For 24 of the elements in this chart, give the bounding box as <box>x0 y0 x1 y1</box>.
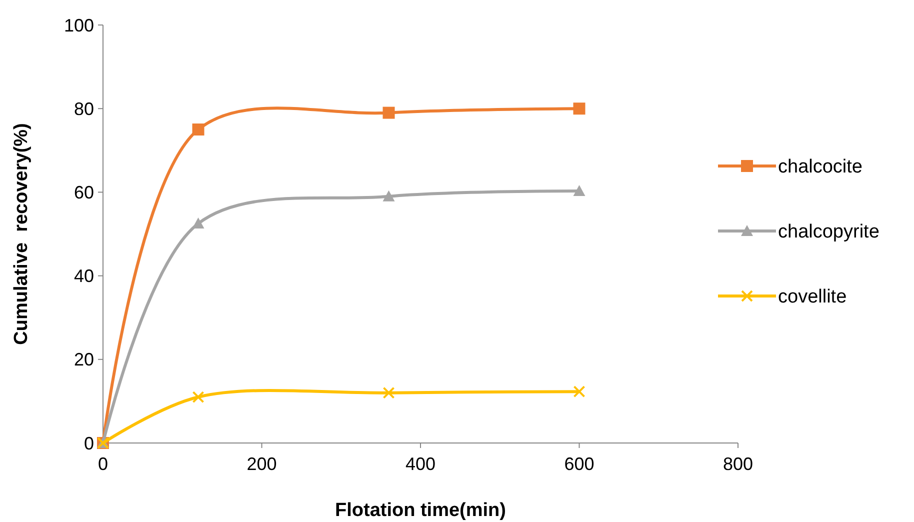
y-tick-label: 20 <box>74 350 94 370</box>
x-tick-label: 200 <box>246 454 277 474</box>
point <box>573 386 586 398</box>
legend-label: chalcocite <box>778 156 862 178</box>
y-tick-label: 0 <box>84 433 94 454</box>
y-tick-label: 80 <box>74 98 94 119</box>
legend-label: chalcopyrite <box>778 222 880 243</box>
point <box>192 124 204 136</box>
x-tick-label: 400 <box>405 454 436 474</box>
x-tick-label: 600 <box>564 454 594 474</box>
point <box>573 184 586 196</box>
y-tick-label: 100 <box>64 15 94 36</box>
y-tick-label: 40 <box>74 266 94 286</box>
legend-label: covellite <box>778 286 847 308</box>
x-tick-label: 800 <box>722 454 754 474</box>
point <box>192 391 204 404</box>
point <box>382 106 395 119</box>
point <box>573 102 586 115</box>
y-axis-title: Cumulative recovery(%) <box>11 123 32 345</box>
point <box>382 190 395 202</box>
x-tick-label: 0 <box>98 454 108 474</box>
y-tick-label: 60 <box>74 182 94 202</box>
point <box>382 386 395 399</box>
x-axis-title: Flotation time(min) <box>335 500 506 521</box>
